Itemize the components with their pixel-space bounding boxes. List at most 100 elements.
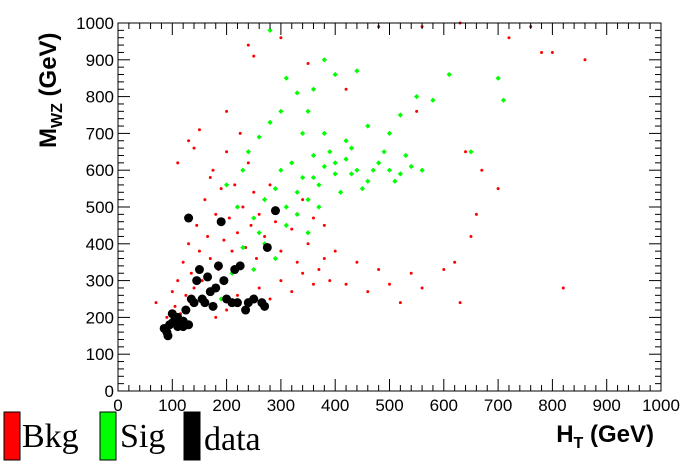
sig-point [256, 134, 262, 140]
bkg-point [311, 282, 315, 286]
sig-point [321, 57, 327, 63]
bkg-point [154, 301, 158, 305]
sig-point [256, 230, 262, 236]
sig-point [305, 230, 311, 236]
bkg-point [197, 249, 201, 253]
sig-point [262, 241, 268, 247]
bkg-point [225, 308, 229, 312]
bkg-point [480, 168, 484, 172]
sig-point [327, 149, 333, 155]
bkg-point [208, 176, 212, 180]
sig-point [495, 75, 501, 81]
bkg-point [225, 109, 229, 113]
data-points [154, 21, 587, 341]
bkg-point [366, 290, 370, 294]
bkg-point [257, 286, 261, 290]
bkg-point [306, 61, 310, 65]
x-tick-label: 600 [430, 396, 458, 415]
bkg-point [398, 301, 402, 305]
series-sig [218, 27, 507, 302]
plot-frame [117, 22, 662, 392]
bkg-point [507, 36, 511, 40]
sig-point [251, 266, 257, 273]
sig-point [376, 160, 382, 166]
sig-point [294, 189, 300, 195]
sig-point [294, 90, 300, 96]
bkg-point [225, 150, 229, 154]
sig-point [283, 204, 289, 210]
bkg-point [317, 268, 321, 272]
legend-swatch-data [183, 411, 201, 461]
y-tick-label: 100 [86, 345, 114, 364]
sig-point [430, 97, 436, 103]
y-tick-label: 800 [86, 88, 114, 107]
sig-point [278, 108, 284, 114]
bkg-point [561, 286, 565, 290]
bkg-point [311, 216, 315, 220]
bkg-point [290, 290, 294, 294]
sig-point [446, 71, 452, 78]
bkg-point [238, 131, 242, 135]
bkg-point [583, 58, 587, 62]
bkg-point [219, 187, 223, 191]
y-tick-label: 900 [86, 51, 114, 70]
series-data [159, 206, 280, 341]
bkg-point [458, 301, 462, 305]
y-axis-title-subscript: WZ [49, 103, 66, 128]
x-tick-label: 200 [212, 396, 240, 415]
data-point [211, 283, 221, 293]
sig-point [305, 197, 311, 203]
x-tick-label: 700 [484, 396, 512, 415]
y-tick-label: 500 [86, 198, 114, 217]
sig-point [245, 149, 251, 155]
y-axis-ticks [118, 22, 661, 392]
bkg-point [453, 260, 457, 264]
bkg-point [184, 293, 188, 297]
bkg-point [279, 279, 283, 283]
data-point [270, 206, 280, 216]
series-bkg [154, 21, 587, 334]
sig-point [300, 174, 306, 181]
bkg-point [189, 271, 193, 275]
data-point [208, 301, 218, 311]
bkg-point [273, 220, 277, 224]
bkg-point [165, 315, 169, 319]
bkg-point [246, 161, 250, 165]
bkg-point [409, 271, 413, 275]
bkg-point [230, 249, 234, 253]
sig-point [332, 160, 338, 166]
sig-point [386, 167, 393, 173]
legend-label-sig: Sig [120, 418, 165, 455]
sig-point [468, 149, 474, 155]
bkg-point [244, 245, 248, 249]
bkg-point [176, 161, 180, 165]
bkg-point [268, 183, 272, 187]
legend-swatch-sig [99, 411, 117, 461]
sig-point [343, 138, 349, 144]
x-tick-label: 400 [321, 396, 349, 415]
sig-point [397, 112, 403, 118]
data-point [200, 298, 210, 308]
bkg-point [233, 183, 237, 187]
data-point [181, 305, 191, 315]
y-axis-title-unit: (GeV) [35, 32, 62, 103]
bkg-point [474, 212, 478, 216]
bkg-point [355, 260, 359, 264]
legend-label-bkg: Bkg [22, 418, 79, 455]
bkg-point [306, 242, 310, 246]
bkg-point [263, 234, 267, 238]
bkg-point [222, 238, 226, 242]
sig-point [283, 222, 289, 228]
x-axis-title: HT (GeV) [556, 421, 654, 452]
bkg-point [442, 268, 446, 272]
legend: Bkg Sig data [3, 411, 261, 461]
data-point [163, 331, 173, 341]
bkg-point [173, 304, 177, 308]
bkg-point [197, 128, 201, 132]
x-axis-title-main: H [556, 421, 573, 448]
y-tick-label: 700 [86, 124, 114, 143]
bkg-point [257, 212, 261, 216]
bkg-point [279, 249, 283, 253]
bkg-point [249, 223, 253, 227]
